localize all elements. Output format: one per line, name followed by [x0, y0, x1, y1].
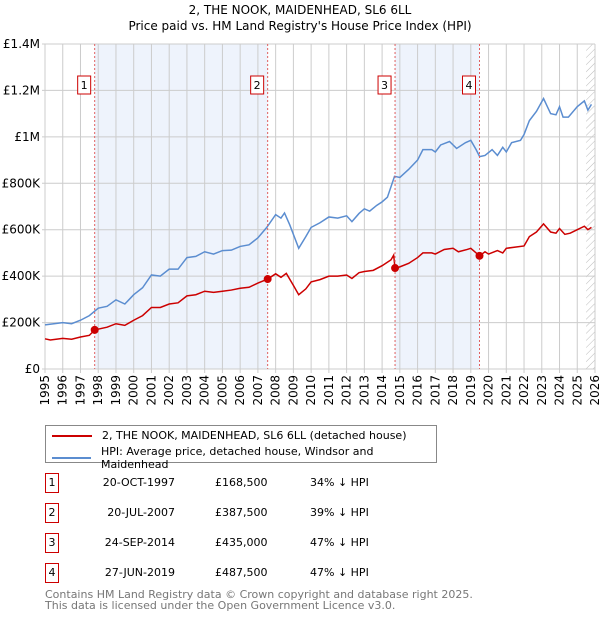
x-tick-label: 2003: [180, 375, 194, 406]
y-tick-label: £800K: [2, 176, 42, 190]
legend: 2, THE NOOK, MAIDENHEAD, SL6 6LL (detach…: [45, 425, 437, 471]
x-tick-label: 2026: [588, 375, 600, 406]
x-tick-label: 2015: [393, 375, 407, 406]
x-tick-label: 1995: [38, 375, 52, 406]
x-tick-label: 2021: [499, 375, 513, 406]
x-tick-label: 2011: [322, 375, 336, 406]
sale-row: 3 24-SEP-2014 £435,000 47% ↓ HPI: [45, 533, 465, 553]
x-tick-label: 2013: [357, 375, 371, 406]
x-tick-label: 1996: [56, 375, 70, 406]
hpi-line: [44, 96, 593, 326]
y-tick-label: £400K: [2, 269, 42, 283]
x-tick-label: 2024: [553, 375, 567, 406]
sale-label: 3: [381, 79, 388, 92]
sale-row: 4 27-JUN-2019 £487,500 47% ↓ HPI: [45, 563, 465, 583]
price-chart: 2, THE NOOK, MAIDENHEAD, SL6 6LL Price p…: [2, 3, 600, 406]
sale-point: [475, 251, 484, 260]
legend-label: HPI: Average price, detached house, Wind…: [101, 445, 374, 471]
sale-number: 1: [45, 473, 59, 493]
x-tick-label: 2019: [464, 375, 478, 406]
x-tick-label: 2004: [198, 375, 212, 406]
x-tick-label: 2025: [570, 375, 584, 406]
sale-number: 3: [45, 533, 59, 553]
y-tick-label: £600K: [2, 223, 42, 237]
chart-subtitle: Price paid vs. HM Land Registry's House …: [128, 19, 471, 33]
sale-label: 2: [254, 79, 261, 92]
sale-point: [90, 325, 99, 334]
x-tick-label: 2014: [375, 375, 389, 406]
x-tick-label: 2006: [233, 375, 247, 406]
y-tick-label: £1M: [14, 130, 40, 144]
x-tick-label: 2023: [535, 375, 549, 406]
chart-title: 2, THE NOOK, MAIDENHEAD, SL6 6LL: [189, 3, 412, 17]
sale-date: 20-OCT-1997: [102, 476, 175, 489]
sale-price: £387,500: [215, 506, 268, 519]
sale-price: £487,500: [215, 566, 268, 579]
sale-hpi-diff: 39% ↓ HPI: [310, 506, 369, 519]
x-tick-label: 2010: [304, 375, 318, 406]
x-tick-label: 2002: [162, 375, 176, 406]
footer-licence: This data is licensed under the Open Gov…: [45, 599, 396, 612]
sale-hpi-diff: 34% ↓ HPI: [310, 476, 369, 489]
x-tick-label: 2020: [482, 375, 496, 406]
sale-label-box: [377, 75, 392, 95]
x-tick-label: 2012: [340, 375, 354, 406]
sale-date: 24-SEP-2014: [104, 536, 175, 549]
footer-copyright: Contains HM Land Registry data © Crown c…: [45, 588, 473, 601]
x-tick-label: 1998: [91, 375, 105, 406]
x-tick-label: 2009: [286, 375, 300, 406]
legend-item-hpi: HPI: Average price, detached house, Wind…: [52, 445, 436, 471]
legend-label: 2, THE NOOK, MAIDENHEAD, SL6 6LL (detach…: [102, 429, 407, 442]
sale-label-box: [250, 75, 265, 95]
x-tick-label: 2022: [517, 375, 531, 406]
x-tick-label: 1997: [73, 375, 87, 406]
sale-label: 1: [81, 79, 88, 92]
x-tick-label: 2016: [411, 375, 425, 406]
x-tick-label: 2018: [446, 375, 460, 406]
blue-line-swatch: [52, 457, 92, 459]
sale-date: 27-JUN-2019: [104, 566, 175, 579]
sale-number: 4: [45, 563, 59, 583]
x-tick-label: 2005: [215, 375, 229, 406]
sale-point: [263, 275, 272, 284]
shaded-period: [94, 44, 268, 369]
y-tick-label: £1.4M: [3, 37, 40, 51]
x-tick-label: 1999: [109, 375, 123, 406]
sale-label-box: [462, 75, 476, 95]
x-tick-label: 2017: [428, 375, 442, 406]
sale-row: 2 20-JUL-2007 £387,500 39% ↓ HPI: [45, 503, 465, 523]
forecast-hatch: [586, 44, 595, 369]
sale-row: 1 20-OCT-1997 £168,500 34% ↓ HPI: [45, 473, 465, 493]
shaded-period: [395, 44, 480, 369]
y-tick-label: £0: [25, 362, 40, 376]
y-tick-label: £1.2M: [3, 83, 40, 97]
sale-date: 20-JUL-2007: [107, 506, 175, 519]
x-tick-label: 2008: [269, 375, 283, 406]
x-tick-label: 2001: [144, 375, 158, 406]
x-tick-label: 2000: [127, 375, 141, 406]
x-tick-label: 2007: [251, 375, 265, 406]
sale-hpi-diff: 47% ↓ HPI: [310, 536, 369, 549]
sale-number: 2: [45, 503, 59, 523]
sale-point: [391, 264, 400, 273]
sale-label: 4: [466, 79, 473, 92]
sale-price: £435,000: [215, 536, 268, 549]
y-tick-label: £200K: [2, 316, 42, 330]
red-line-swatch: [52, 434, 92, 437]
sale-price: £168,500: [215, 476, 268, 489]
price-paid-line: [44, 222, 592, 341]
legend-item-property: 2, THE NOOK, MAIDENHEAD, SL6 6LL (detach…: [52, 429, 406, 442]
sale-label-box: [77, 75, 92, 95]
sale-hpi-diff: 47% ↓ HPI: [310, 566, 369, 579]
